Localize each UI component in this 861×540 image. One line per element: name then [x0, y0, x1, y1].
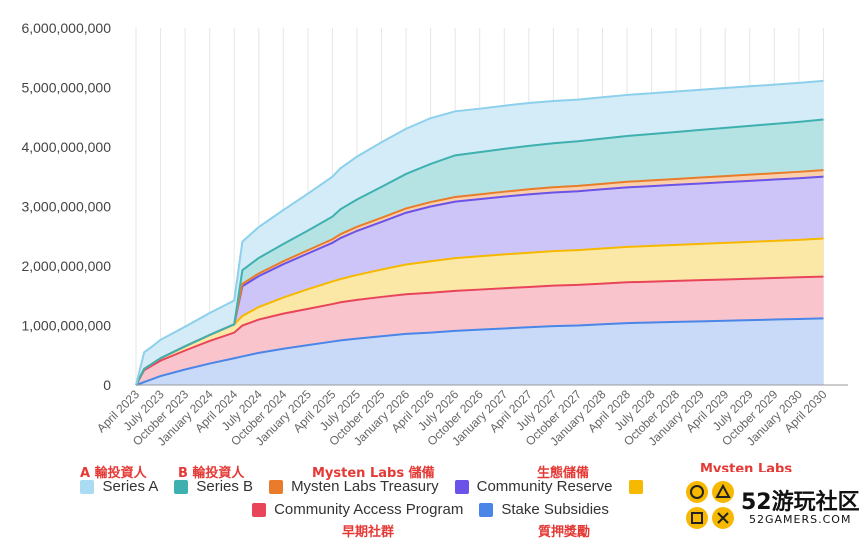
legend-swatch: [454, 479, 469, 494]
annotation-stake-subsidies-cn: 質押獎勵: [538, 525, 591, 540]
y-tick-label: 2,000,000,000: [21, 258, 111, 274]
legend-label: Series B: [196, 478, 254, 495]
watermark-text: 52游玩社区: [741, 490, 860, 515]
legend-label: Mysten Labs Treasury: [291, 478, 439, 495]
area-band-2: [136, 238, 824, 385]
area-band-0: [136, 318, 824, 385]
legend-swatch: [269, 479, 284, 494]
area-band-6: [136, 80, 824, 385]
watermark-subtext: 52GAMERS.COM: [749, 513, 852, 526]
area-band-3: [136, 176, 824, 385]
watermark-logo: 52游玩社区 52GAMERS.COM: [683, 478, 860, 534]
legend-row-2: Community Access Program Stake Subsidies: [0, 501, 861, 518]
series-line-0: [135, 317, 824, 386]
annotation-series-a-cn: A 輪投資人: [80, 466, 147, 481]
area-band-1: [136, 276, 824, 385]
series-line-5: [135, 118, 824, 386]
y-tick-label: 0: [103, 377, 111, 393]
legend-label: Community Reserve: [476, 478, 613, 495]
legend-label: Series A: [102, 478, 159, 495]
legend-item-series-a[interactable]: Series A: [80, 478, 158, 495]
legend-swatch: [174, 479, 189, 494]
annotation-mysten-treasury-cn: Mysten Labs 儲備: [312, 466, 435, 481]
legend-item-community-reserve[interactable]: Community Reserve: [454, 478, 613, 495]
y-tick-label: 5,000,000,000: [21, 80, 111, 96]
series-lines: [135, 79, 824, 386]
legend-label: Community Access Program: [274, 501, 464, 518]
legend-item-series-b[interactable]: Series B: [174, 478, 253, 495]
legend-swatch: [252, 502, 267, 517]
annotation-community-reserve-cn: 生態儲備: [537, 466, 590, 481]
area-band-5: [136, 119, 824, 386]
legend-item-community-access-program[interactable]: Community Access Program: [252, 501, 463, 518]
annotation-community-access-cn: 早期社群: [342, 525, 395, 540]
y-tick-label: 3,000,000,000: [21, 199, 111, 215]
legend-swatch: [628, 479, 643, 494]
annotation-series-b-cn: B 輪投資人: [178, 466, 245, 481]
area-series: [136, 80, 824, 386]
annotation-yellow-cn: Mysten Labs: [700, 462, 793, 472]
legend-swatch: [80, 479, 95, 494]
series-line-6: [135, 79, 824, 386]
y-axis: 0 1,000,000,000 2,000,000,000 3,000,000,000…: [21, 20, 848, 393]
legend-label: Stake Subsidies: [501, 501, 609, 518]
legend-item-mysten-labs-treasury[interactable]: Mysten Labs Treasury: [269, 478, 439, 495]
gamepad-buttons-icon: [686, 481, 734, 529]
y-tick-label: 1,000,000,000: [21, 318, 111, 334]
y-tick-label: 4,000,000,000: [21, 139, 111, 155]
legend-swatch: [479, 502, 494, 517]
series-line-1: [135, 275, 824, 386]
y-tick-label: 6,000,000,000: [21, 20, 111, 36]
legend-item-stake-subsidies[interactable]: Stake Subsidies: [479, 501, 609, 518]
legend-row-1: Series A Series B Mysten Labs Treasury C…: [0, 478, 861, 495]
legend-item-yellow-series[interactable]: [628, 478, 651, 495]
